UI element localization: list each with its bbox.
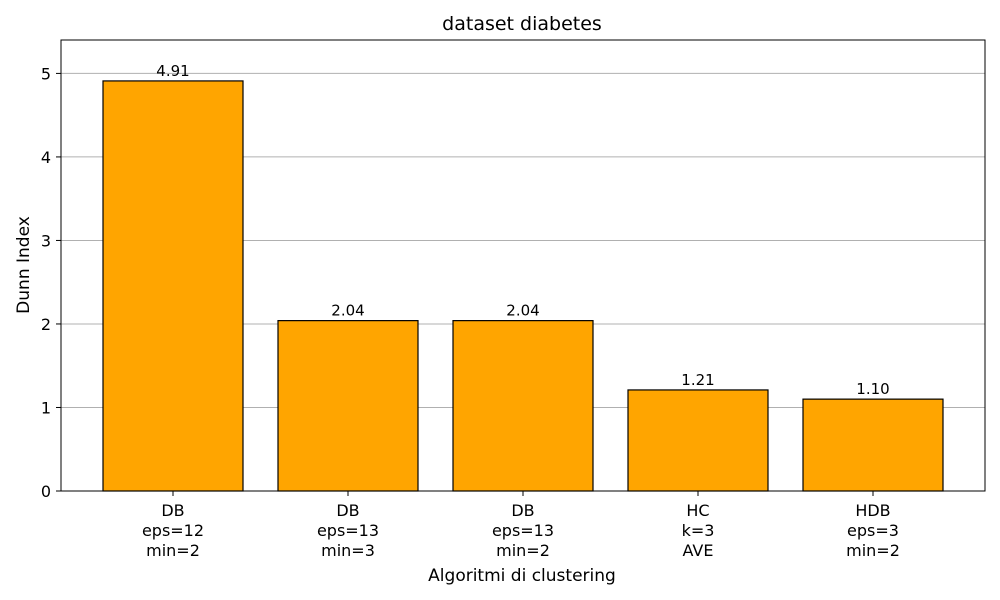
x-tick-label-line: min=2 xyxy=(496,541,550,560)
bar-value-label: 2.04 xyxy=(506,302,539,320)
x-tick-label-line: DB xyxy=(336,501,359,520)
x-tick-label: HC k=3 AVE xyxy=(682,501,715,560)
x-tick-label-line: eps=12 xyxy=(142,521,204,540)
bar xyxy=(802,398,944,492)
x-axis-label: Algoritmi di clustering xyxy=(428,566,616,586)
x-tick-label-line: HC xyxy=(686,501,709,520)
bar-value-label: 1.21 xyxy=(681,371,714,389)
bar xyxy=(277,320,419,492)
x-tick-label: DB eps=12 min=2 xyxy=(142,501,204,560)
chart-title: dataset diabetes xyxy=(442,13,602,35)
x-tick-label-line: eps=13 xyxy=(492,521,554,540)
y-axis-label: Dunn Index xyxy=(14,216,34,314)
x-tick-label-line: min=2 xyxy=(146,541,200,560)
y-tick-label: 2 xyxy=(41,315,51,334)
x-tick-label-line: AVE xyxy=(683,541,714,560)
data-labels: 4.91 2.04 2.04 1.21 1.10 xyxy=(156,62,889,398)
y-tick-label: 1 xyxy=(41,398,51,417)
y-tick-label: 4 xyxy=(41,148,51,167)
bar xyxy=(452,320,594,492)
bar-value-label: 2.04 xyxy=(331,302,364,320)
x-tick-label-line: eps=3 xyxy=(847,521,899,540)
x-tick-label-line: HDB xyxy=(855,501,890,520)
x-tick-label: HDB eps=3 min=2 xyxy=(846,501,900,560)
x-tick-label: DB eps=13 min=2 xyxy=(492,501,554,560)
y-tick-label: 3 xyxy=(41,231,51,250)
y-tick-label: 0 xyxy=(41,482,51,501)
x-tick-label-line: min=2 xyxy=(846,541,900,560)
bars xyxy=(102,80,944,492)
x-tick-label-line: k=3 xyxy=(682,521,715,540)
x-tick-label-line: eps=13 xyxy=(317,521,379,540)
bar-value-label: 4.91 xyxy=(156,62,189,80)
x-tick-label-line: DB xyxy=(161,501,184,520)
y-tick-label: 5 xyxy=(41,64,51,83)
x-tick-label: DB eps=13 min=3 xyxy=(317,501,379,560)
bar-value-label: 1.10 xyxy=(856,380,889,398)
x-tick-label-line: min=3 xyxy=(321,541,375,560)
bar xyxy=(102,80,244,492)
x-tick-label-line: DB xyxy=(511,501,534,520)
bar xyxy=(627,389,769,492)
